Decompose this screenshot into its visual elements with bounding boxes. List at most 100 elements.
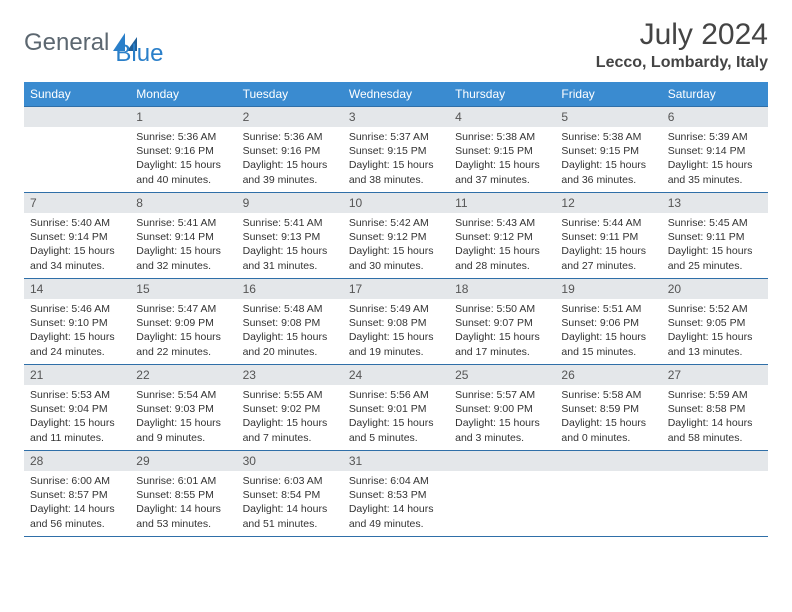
day-number: 27 bbox=[662, 365, 768, 385]
sunset-text: Sunset: 9:03 PM bbox=[136, 402, 230, 416]
day-body: Sunrise: 5:54 AMSunset: 9:03 PMDaylight:… bbox=[130, 385, 236, 449]
calendar-day-cell: 8Sunrise: 5:41 AMSunset: 9:14 PMDaylight… bbox=[130, 193, 236, 279]
sunset-text: Sunset: 9:10 PM bbox=[30, 316, 124, 330]
day-body: Sunrise: 5:36 AMSunset: 9:16 PMDaylight:… bbox=[237, 127, 343, 191]
sunset-text: Sunset: 8:58 PM bbox=[668, 402, 762, 416]
day-body: Sunrise: 5:46 AMSunset: 9:10 PMDaylight:… bbox=[24, 299, 130, 363]
calendar-day-cell: 6Sunrise: 5:39 AMSunset: 9:14 PMDaylight… bbox=[662, 107, 768, 193]
day-body: Sunrise: 6:03 AMSunset: 8:54 PMDaylight:… bbox=[237, 471, 343, 535]
weekday-header: Friday bbox=[555, 82, 661, 107]
sunset-text: Sunset: 9:04 PM bbox=[30, 402, 124, 416]
calendar-table: SundayMondayTuesdayWednesdayThursdayFrid… bbox=[24, 82, 768, 537]
calendar-day-cell: 26Sunrise: 5:58 AMSunset: 8:59 PMDayligh… bbox=[555, 365, 661, 451]
sunrise-text: Sunrise: 5:50 AM bbox=[455, 302, 549, 316]
calendar-empty-cell bbox=[555, 451, 661, 537]
calendar-day-cell: 27Sunrise: 5:59 AMSunset: 8:58 PMDayligh… bbox=[662, 365, 768, 451]
day-number: 15 bbox=[130, 279, 236, 299]
sunset-text: Sunset: 8:53 PM bbox=[349, 488, 443, 502]
calendar-day-cell: 30Sunrise: 6:03 AMSunset: 8:54 PMDayligh… bbox=[237, 451, 343, 537]
calendar-day-cell: 5Sunrise: 5:38 AMSunset: 9:15 PMDaylight… bbox=[555, 107, 661, 193]
sunrise-text: Sunrise: 5:45 AM bbox=[668, 216, 762, 230]
day-number: 22 bbox=[130, 365, 236, 385]
sunrise-text: Sunrise: 5:55 AM bbox=[243, 388, 337, 402]
day-number: 1 bbox=[130, 107, 236, 127]
day-number: 24 bbox=[343, 365, 449, 385]
calendar-day-cell: 17Sunrise: 5:49 AMSunset: 9:08 PMDayligh… bbox=[343, 279, 449, 365]
calendar-day-cell: 1Sunrise: 5:36 AMSunset: 9:16 PMDaylight… bbox=[130, 107, 236, 193]
day-number: 3 bbox=[343, 107, 449, 127]
calendar-day-cell: 11Sunrise: 5:43 AMSunset: 9:12 PMDayligh… bbox=[449, 193, 555, 279]
daylight-text: Daylight: 15 hours and 32 minutes. bbox=[136, 244, 230, 272]
sunrise-text: Sunrise: 5:49 AM bbox=[349, 302, 443, 316]
day-body: Sunrise: 6:00 AMSunset: 8:57 PMDaylight:… bbox=[24, 471, 130, 535]
calendar-week-row: 7Sunrise: 5:40 AMSunset: 9:14 PMDaylight… bbox=[24, 193, 768, 279]
daylight-text: Daylight: 15 hours and 27 minutes. bbox=[561, 244, 655, 272]
day-number bbox=[662, 451, 768, 471]
sunset-text: Sunset: 9:16 PM bbox=[136, 144, 230, 158]
sunset-text: Sunset: 9:08 PM bbox=[349, 316, 443, 330]
sunrise-text: Sunrise: 5:39 AM bbox=[668, 130, 762, 144]
daylight-text: Daylight: 15 hours and 36 minutes. bbox=[561, 158, 655, 186]
daylight-text: Daylight: 15 hours and 24 minutes. bbox=[30, 330, 124, 358]
calendar-day-cell: 31Sunrise: 6:04 AMSunset: 8:53 PMDayligh… bbox=[343, 451, 449, 537]
logo: General Blue bbox=[24, 18, 163, 68]
day-number: 18 bbox=[449, 279, 555, 299]
sunrise-text: Sunrise: 5:42 AM bbox=[349, 216, 443, 230]
day-number: 29 bbox=[130, 451, 236, 471]
sunset-text: Sunset: 9:09 PM bbox=[136, 316, 230, 330]
day-number: 9 bbox=[237, 193, 343, 213]
calendar-day-cell: 2Sunrise: 5:36 AMSunset: 9:16 PMDaylight… bbox=[237, 107, 343, 193]
daylight-text: Daylight: 15 hours and 13 minutes. bbox=[668, 330, 762, 358]
day-body: Sunrise: 5:50 AMSunset: 9:07 PMDaylight:… bbox=[449, 299, 555, 363]
day-number bbox=[555, 451, 661, 471]
daylight-text: Daylight: 15 hours and 22 minutes. bbox=[136, 330, 230, 358]
month-title: July 2024 bbox=[596, 18, 768, 52]
calendar-day-cell: 16Sunrise: 5:48 AMSunset: 9:08 PMDayligh… bbox=[237, 279, 343, 365]
calendar-day-cell: 28Sunrise: 6:00 AMSunset: 8:57 PMDayligh… bbox=[24, 451, 130, 537]
sunrise-text: Sunrise: 5:48 AM bbox=[243, 302, 337, 316]
sunset-text: Sunset: 9:16 PM bbox=[243, 144, 337, 158]
daylight-text: Daylight: 14 hours and 49 minutes. bbox=[349, 502, 443, 530]
calendar-day-cell: 25Sunrise: 5:57 AMSunset: 9:00 PMDayligh… bbox=[449, 365, 555, 451]
sunrise-text: Sunrise: 5:36 AM bbox=[243, 130, 337, 144]
daylight-text: Daylight: 15 hours and 20 minutes. bbox=[243, 330, 337, 358]
sunrise-text: Sunrise: 5:40 AM bbox=[30, 216, 124, 230]
calendar-day-cell: 19Sunrise: 5:51 AMSunset: 9:06 PMDayligh… bbox=[555, 279, 661, 365]
day-body: Sunrise: 5:40 AMSunset: 9:14 PMDaylight:… bbox=[24, 213, 130, 277]
sunrise-text: Sunrise: 6:01 AM bbox=[136, 474, 230, 488]
daylight-text: Daylight: 15 hours and 0 minutes. bbox=[561, 416, 655, 444]
sunset-text: Sunset: 9:14 PM bbox=[30, 230, 124, 244]
day-body: Sunrise: 5:38 AMSunset: 9:15 PMDaylight:… bbox=[449, 127, 555, 191]
daylight-text: Daylight: 14 hours and 58 minutes. bbox=[668, 416, 762, 444]
day-body: Sunrise: 5:58 AMSunset: 8:59 PMDaylight:… bbox=[555, 385, 661, 449]
sunset-text: Sunset: 9:07 PM bbox=[455, 316, 549, 330]
day-body: Sunrise: 5:44 AMSunset: 9:11 PMDaylight:… bbox=[555, 213, 661, 277]
day-body: Sunrise: 5:42 AMSunset: 9:12 PMDaylight:… bbox=[343, 213, 449, 277]
daylight-text: Daylight: 15 hours and 5 minutes. bbox=[349, 416, 443, 444]
calendar-day-cell: 20Sunrise: 5:52 AMSunset: 9:05 PMDayligh… bbox=[662, 279, 768, 365]
sunset-text: Sunset: 9:15 PM bbox=[561, 144, 655, 158]
daylight-text: Daylight: 15 hours and 17 minutes. bbox=[455, 330, 549, 358]
sunset-text: Sunset: 9:13 PM bbox=[243, 230, 337, 244]
daylight-text: Daylight: 15 hours and 7 minutes. bbox=[243, 416, 337, 444]
calendar-day-cell: 15Sunrise: 5:47 AMSunset: 9:09 PMDayligh… bbox=[130, 279, 236, 365]
daylight-text: Daylight: 14 hours and 53 minutes. bbox=[136, 502, 230, 530]
day-number: 20 bbox=[662, 279, 768, 299]
day-number: 25 bbox=[449, 365, 555, 385]
sunrise-text: Sunrise: 5:44 AM bbox=[561, 216, 655, 230]
sunset-text: Sunset: 9:14 PM bbox=[136, 230, 230, 244]
calendar-day-cell: 12Sunrise: 5:44 AMSunset: 9:11 PMDayligh… bbox=[555, 193, 661, 279]
sunrise-text: Sunrise: 5:52 AM bbox=[668, 302, 762, 316]
day-number bbox=[24, 107, 130, 127]
day-body: Sunrise: 5:51 AMSunset: 9:06 PMDaylight:… bbox=[555, 299, 661, 363]
day-number: 13 bbox=[662, 193, 768, 213]
sunrise-text: Sunrise: 5:43 AM bbox=[455, 216, 549, 230]
sunset-text: Sunset: 9:06 PM bbox=[561, 316, 655, 330]
sunrise-text: Sunrise: 5:37 AM bbox=[349, 130, 443, 144]
daylight-text: Daylight: 15 hours and 38 minutes. bbox=[349, 158, 443, 186]
daylight-text: Daylight: 15 hours and 11 minutes. bbox=[30, 416, 124, 444]
sunset-text: Sunset: 9:08 PM bbox=[243, 316, 337, 330]
sunset-text: Sunset: 8:54 PM bbox=[243, 488, 337, 502]
calendar-day-cell: 23Sunrise: 5:55 AMSunset: 9:02 PMDayligh… bbox=[237, 365, 343, 451]
day-number: 23 bbox=[237, 365, 343, 385]
